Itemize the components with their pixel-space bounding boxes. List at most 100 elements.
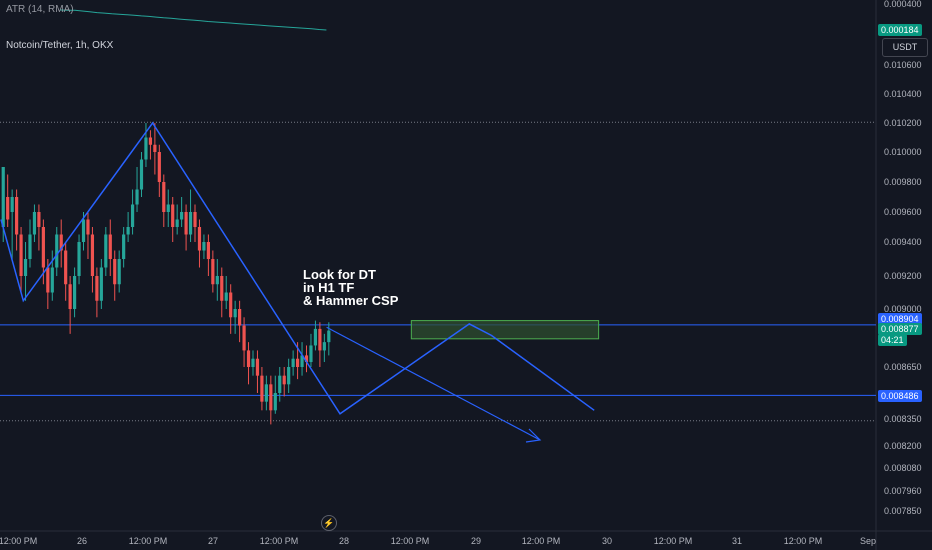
- candle-body: [32, 212, 37, 235]
- resistance-price-tag: 0.008904: [878, 313, 922, 325]
- candle-body: [86, 219, 90, 235]
- time-tick-label: 12:00 PM: [391, 536, 430, 546]
- candle-body: [139, 159, 144, 190]
- annotation-line-1: Look for DT: [303, 267, 376, 282]
- candle-body: [1, 167, 5, 227]
- candle-body: [255, 358, 260, 376]
- resistance-zone: [410, 320, 600, 340]
- candle-body: [162, 182, 166, 212]
- atr-price-tag: 0.000184: [878, 24, 922, 36]
- candle-body: [202, 242, 206, 251]
- annotation-line-2: in H1 TF: [303, 280, 355, 295]
- candle-body: [327, 330, 331, 343]
- candle-body: [184, 212, 188, 235]
- candle-body: [108, 234, 112, 259]
- price-tick-label: 0.008650: [884, 362, 922, 372]
- candle-body: [126, 227, 130, 235]
- currency-button[interactable]: USDT: [882, 38, 928, 57]
- candle-body: [282, 375, 286, 385]
- candle-body: [322, 342, 326, 351]
- candle-body: [224, 292, 228, 301]
- time-tick-label: 26: [77, 536, 87, 546]
- candle-body: [130, 204, 135, 227]
- candle-body: [28, 234, 32, 259]
- candle-body: [23, 259, 28, 276]
- candle-body: [238, 309, 242, 326]
- candle-body: [19, 234, 23, 276]
- candle-body: [64, 250, 68, 285]
- candle-body: [144, 137, 148, 160]
- atr-tick-label: 0.000400: [884, 0, 922, 9]
- price-tick-label: 0.009400: [884, 237, 922, 247]
- candle-body: [229, 292, 233, 318]
- candle-body: [77, 242, 81, 276]
- candle-body: [313, 328, 318, 346]
- candle-body: [211, 259, 215, 285]
- candle-body: [72, 276, 77, 309]
- lightning-icon[interactable]: ⚡: [321, 515, 337, 531]
- candle-body: [291, 358, 295, 367]
- support-price-tag: 0.008486: [878, 390, 922, 402]
- candle-body: [135, 189, 139, 205]
- candle-body: [206, 242, 210, 259]
- last-price-tag: 0.008877: [878, 323, 922, 335]
- candle-body: [273, 393, 277, 411]
- candle-body: [251, 358, 255, 367]
- projection-arrow-head: [525, 428, 542, 443]
- candle-body: [41, 227, 45, 268]
- time-tick-label: 12:00 PM: [654, 536, 693, 546]
- candle-body: [180, 212, 184, 220]
- candle-body: [153, 144, 157, 152]
- candle-body: [68, 284, 72, 309]
- candle-body: [157, 152, 161, 182]
- time-tick-label: 31: [732, 536, 742, 546]
- candle-body: [309, 345, 313, 363]
- time-tick-label: 12:00 PM: [784, 536, 823, 546]
- price-tick-label: 0.008350: [884, 414, 922, 424]
- price-tick-label: 0.010400: [884, 89, 922, 99]
- candle-body: [90, 234, 95, 276]
- price-tick-label: 0.009600: [884, 207, 922, 217]
- candle-body: [278, 375, 282, 393]
- candle-body: [55, 234, 59, 268]
- price-tick-label: 0.008200: [884, 441, 922, 451]
- zigzag-pattern-line: [0, 121, 595, 415]
- price-tick-label: 0.010000: [884, 147, 922, 157]
- candle-body: [46, 267, 50, 293]
- candle-body: [50, 267, 54, 293]
- time-tick-label: 12:00 PM: [522, 536, 561, 546]
- candle-body: [117, 259, 121, 285]
- time-tick-label: 29: [471, 536, 481, 546]
- price-tick-label: 0.010600: [884, 60, 922, 70]
- candle-body: [6, 197, 10, 220]
- candle-body: [295, 358, 300, 367]
- candle-body: [104, 234, 108, 268]
- candle-body: [197, 227, 202, 251]
- time-tick-label: 30: [602, 536, 612, 546]
- indicator-label[interactable]: ATR (14, RMA): [6, 4, 74, 15]
- price-tick-label: 0.009000: [884, 304, 922, 314]
- candle-body: [10, 197, 14, 212]
- time-tick-label: 27: [208, 536, 218, 546]
- candle-body: [95, 276, 99, 301]
- time-tick-label: 28: [339, 536, 349, 546]
- price-tick-label: 0.009800: [884, 177, 922, 187]
- candle-body: [171, 204, 175, 227]
- atr-line: [59, 9, 327, 31]
- time-tick-label: 12:00 PM: [260, 536, 299, 546]
- text-annotation[interactable]: Look for DT in H1 TF & Hammer CSP: [303, 268, 398, 307]
- candle-body: [37, 212, 41, 227]
- candle-body: [260, 375, 264, 402]
- candle-body: [318, 328, 322, 351]
- candle-body: [220, 276, 224, 301]
- candle-body: [15, 197, 19, 235]
- time-tick-label: 12:00 PM: [0, 536, 37, 546]
- price-tick-label: 0.009200: [884, 271, 922, 281]
- candle-body: [264, 384, 268, 402]
- symbol-label[interactable]: Notcoin/Tether, 1h, OKX: [6, 40, 114, 51]
- price-tick-label: 0.008080: [884, 463, 922, 473]
- candle-body: [300, 355, 304, 367]
- candle-body: [113, 259, 117, 285]
